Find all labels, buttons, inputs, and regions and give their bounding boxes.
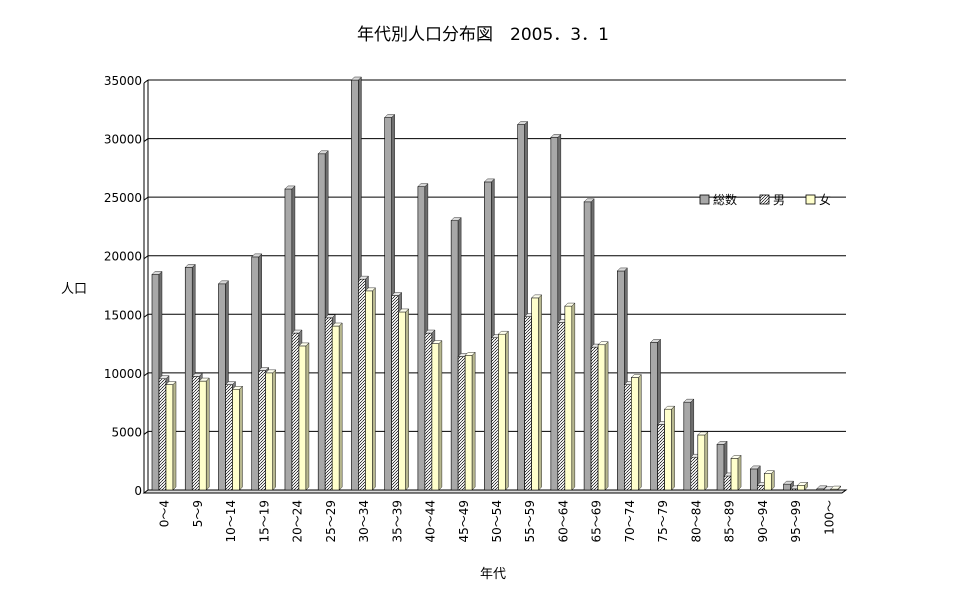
- y-tick-label: 15000: [104, 308, 142, 322]
- axes: [142, 80, 848, 494]
- y-tick-label: 35000: [104, 74, 142, 88]
- legend-swatch: [699, 194, 710, 205]
- chart-floor: [142, 489, 848, 494]
- x-tick-label: 30～34: [357, 500, 371, 543]
- x-tick-label: 20～24: [291, 500, 305, 543]
- bar-total: [783, 480, 795, 491]
- x-tick-label: 45～49: [457, 500, 471, 543]
- x-tick-label: 95～99: [789, 500, 803, 543]
- legend: 総数 男 女: [699, 192, 831, 207]
- x-tick-label: 90～94: [756, 500, 770, 543]
- bar-female: [231, 385, 243, 491]
- bar-female: [830, 485, 842, 491]
- legend-label: 女: [819, 192, 831, 207]
- x-tick-label: 85～89: [723, 500, 737, 543]
- y-tick-label: 25000: [104, 191, 142, 205]
- grid-depth-line: [143, 255, 149, 260]
- y-tick-label: 20000: [104, 250, 142, 264]
- x-tick-label: 55～59: [523, 500, 537, 543]
- bar-female: [431, 340, 443, 491]
- legend-swatch: [805, 194, 816, 205]
- bar-female: [464, 351, 476, 491]
- bar-female: [697, 431, 709, 491]
- bar-female: [730, 454, 742, 491]
- x-tick-label: 40～44: [424, 500, 438, 543]
- grid-depth-line: [143, 196, 149, 201]
- legend-label: 男: [773, 193, 785, 207]
- grid-depth-line: [143, 313, 149, 318]
- bar-female: [331, 322, 343, 491]
- grid-depth-line: [143, 431, 149, 435]
- bar-female: [298, 342, 310, 491]
- x-tick-label: 80～84: [689, 500, 703, 543]
- x-tick-label: 15～19: [257, 500, 271, 543]
- x-tick-label: 5～9: [191, 500, 205, 527]
- bar-female: [364, 287, 376, 491]
- x-tick-label: 70～74: [623, 500, 637, 543]
- bar-female: [630, 374, 642, 491]
- x-tick-label: 10～14: [224, 500, 238, 543]
- y-tick-label: 5000: [111, 425, 142, 439]
- x-tick-labels: 0～4 5～9 10～14 15～19 20～24 25～29 30～34 35～39 40～4…: [158, 500, 837, 543]
- bar-female: [531, 294, 543, 491]
- y-axis-label: 人口: [61, 282, 87, 297]
- x-tick-label: 75～79: [656, 500, 670, 543]
- grid-depth-line: [143, 372, 149, 377]
- x-tick-label: 0～4: [158, 500, 172, 527]
- bar-female: [198, 377, 210, 491]
- x-tick-label: 100～: [822, 500, 836, 535]
- bar-female: [797, 481, 809, 491]
- x-tick-label: 35～39: [390, 500, 404, 543]
- bars: [151, 76, 842, 491]
- x-tick-label: 60～64: [556, 500, 570, 543]
- y-tick-label: 0: [134, 484, 142, 498]
- legend-swatch: [759, 194, 770, 205]
- y-tick-labels: 0 5000 10000 15000 20000 25000 30000 35000: [104, 74, 142, 498]
- bar-female: [265, 369, 277, 491]
- bar-female: [763, 470, 775, 491]
- bar-female: [497, 330, 509, 491]
- x-tick-label: 50～54: [490, 500, 504, 543]
- x-axis-label: 年代: [480, 567, 506, 582]
- y-tick-label: 30000: [104, 133, 142, 147]
- legend-label: 総数: [713, 192, 737, 207]
- bar-female: [564, 302, 576, 491]
- bar-female: [398, 308, 410, 491]
- bar-total: [749, 465, 761, 491]
- grid-depth-line: [143, 138, 149, 142]
- bar-female: [664, 405, 676, 491]
- chart-title: 年代別人口分布図 2005．3．1: [357, 25, 609, 45]
- x-tick-label: 25～29: [324, 500, 338, 543]
- grid-depth-line: [143, 79, 149, 84]
- y-tick-label: 10000: [104, 367, 142, 381]
- bar-female: [165, 381, 177, 491]
- x-tick-label: 65～69: [590, 500, 604, 543]
- bar-female: [597, 341, 609, 491]
